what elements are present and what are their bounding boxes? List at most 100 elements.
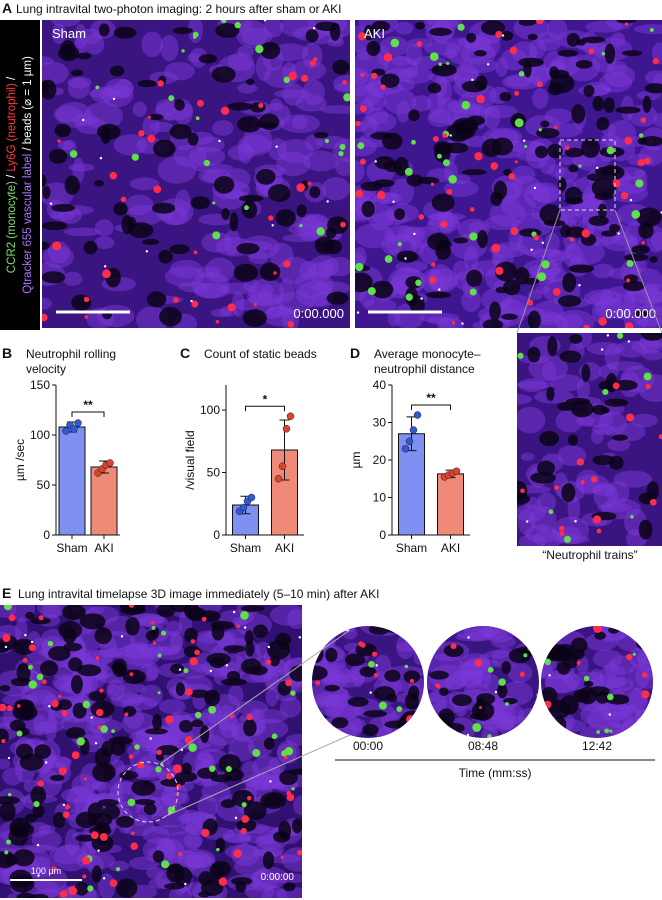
cell [265, 659, 272, 665]
vessel [642, 350, 662, 361]
cell [155, 766, 162, 773]
cell [370, 72, 378, 80]
alveolus [594, 631, 606, 640]
alveolus [562, 652, 579, 669]
cell [355, 120, 361, 127]
cell [82, 874, 87, 879]
bead [178, 668, 182, 671]
alveolus [552, 716, 567, 734]
bead [548, 674, 551, 677]
cell [95, 656, 100, 660]
alveolus [415, 21, 426, 30]
cell [626, 260, 634, 267]
data-point [70, 425, 78, 433]
bead [369, 691, 372, 694]
cell [469, 232, 478, 241]
y-axis-label: µm /sec [13, 439, 27, 481]
micrograph [312, 626, 424, 738]
cell [487, 666, 494, 673]
alveolus [542, 729, 556, 738]
cell [641, 240, 645, 245]
vessel [299, 260, 318, 281]
bead [275, 145, 278, 148]
alveolus [541, 687, 558, 707]
vessel [243, 125, 273, 154]
alveolus [615, 106, 641, 114]
vessel [332, 138, 350, 162]
label-segment: Qtracker 655 vascular label [22, 154, 34, 294]
label-segment: CCR2 (monocyte) [6, 181, 18, 273]
cell [442, 159, 450, 167]
vessel [559, 156, 574, 166]
cell [652, 58, 659, 65]
chart-title: Average monocyte– [374, 347, 481, 361]
alveolus [76, 52, 92, 60]
alveolus [363, 710, 387, 718]
vessel [427, 108, 453, 128]
alveolus [596, 116, 610, 131]
alveolus [646, 481, 659, 501]
cell [553, 125, 558, 130]
cell [291, 787, 295, 791]
alveolus [243, 718, 257, 737]
bead [578, 284, 581, 287]
cell [38, 615, 44, 621]
cell [83, 296, 90, 303]
alveolus [570, 400, 594, 418]
cell [157, 80, 164, 87]
cell [624, 136, 633, 145]
alveolus [380, 73, 400, 88]
alveolus [10, 677, 32, 687]
cell [61, 710, 68, 717]
alveolus [638, 519, 653, 540]
vessel [319, 105, 350, 114]
image-label: Sham [52, 26, 86, 41]
vessel [187, 20, 203, 44]
cell [630, 515, 634, 519]
cell [268, 215, 274, 221]
bead [637, 635, 640, 638]
alveolus [641, 333, 662, 341]
alveolus [170, 663, 185, 675]
vessel [158, 698, 186, 714]
vessel [591, 429, 604, 445]
alveolus [158, 249, 173, 264]
cell [380, 84, 386, 90]
alveolus [427, 232, 450, 251]
y-tick-label: 50 [207, 466, 221, 480]
data-point [282, 425, 291, 433]
cell [509, 46, 518, 55]
alveolus [432, 626, 444, 634]
vessel [575, 469, 600, 495]
vessel [572, 155, 597, 167]
alveolus [184, 627, 198, 643]
cell [390, 38, 400, 48]
cell [120, 196, 127, 203]
cell [514, 160, 518, 164]
cell [631, 210, 641, 219]
cell [543, 700, 552, 709]
alveolus [13, 849, 35, 867]
bead [4, 645, 8, 649]
cell [28, 644, 36, 652]
alveolus [636, 635, 653, 650]
vessel [651, 231, 662, 251]
alveolus [0, 796, 20, 805]
cell [316, 227, 325, 236]
vessel [42, 61, 69, 85]
chart-title: neutrophil distance [374, 362, 475, 376]
alveolus [649, 256, 658, 263]
y-tick-label: 20 [373, 453, 387, 467]
vessel [443, 180, 479, 198]
alveolus [236, 819, 257, 832]
cell [358, 641, 364, 647]
vessel [312, 730, 345, 738]
vessel [343, 716, 363, 738]
cell [58, 694, 62, 699]
cell [384, 255, 393, 263]
alveolus [101, 740, 115, 758]
cell [517, 352, 524, 359]
cell [418, 214, 425, 220]
bead [461, 322, 464, 325]
cell [598, 317, 607, 326]
